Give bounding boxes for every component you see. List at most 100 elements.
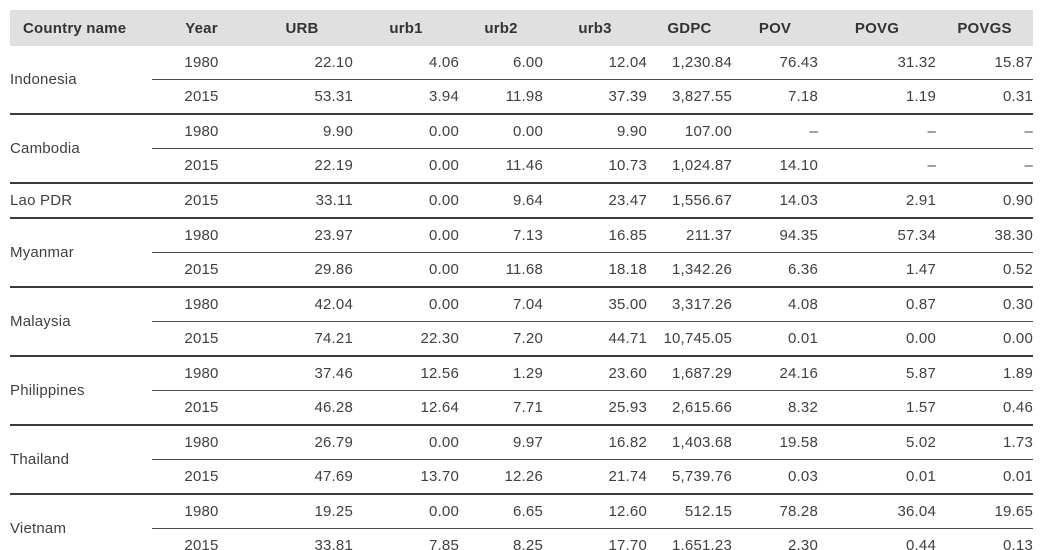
value-cell: 7.71 — [459, 390, 543, 425]
table-body: Indonesia 1980 22.10 4.06 6.00 12.04 1,230.84 7… — [10, 46, 1033, 550]
header-cell: urb3 — [543, 10, 647, 46]
value-cell: 11.68 — [459, 252, 543, 287]
value-cell: 0.13 — [936, 528, 1033, 550]
value-cell: 13.70 — [353, 459, 459, 494]
value-cell: 21.74 — [543, 459, 647, 494]
value-cell: 3,317.26 — [647, 286, 732, 322]
value-cell: 8.25 — [459, 528, 543, 550]
value-cell: 23.97 — [251, 217, 353, 253]
value-cell: 1.73 — [936, 424, 1033, 460]
value-cell: 7.13 — [459, 217, 543, 253]
value-cell: 0.52 — [936, 252, 1033, 287]
country-name-cell: Lao PDR — [10, 182, 152, 218]
value-cell: 25.93 — [543, 390, 647, 425]
value-cell: – — [732, 113, 818, 149]
value-cell: 0.00 — [818, 321, 936, 356]
value-cell: 18.18 — [543, 252, 647, 287]
value-cell: 1,687.29 — [647, 355, 732, 391]
value-cell: 15.87 — [994, 54, 1033, 71]
value-cell: 16.85 — [543, 217, 647, 253]
value-cell: 74.21 — [251, 321, 353, 356]
value-cell: 17.70 — [543, 528, 647, 550]
value-cell: 0.01 — [818, 459, 936, 494]
header-cell: URB — [251, 10, 353, 46]
value-cell: 1,342.26 — [647, 252, 732, 287]
table-row: Thailand 1980 26.79 0.00 9.97 16.82 1,403.68 19… — [10, 424, 1033, 494]
header-row: Country name Year URB urb1 urb2 urb3 GDPC POV PO… — [10, 10, 1033, 46]
year-cell: 1980 — [152, 113, 251, 149]
value-cell: 1,230.84 — [672, 54, 732, 71]
value-cell: 0.00 — [936, 321, 1033, 356]
table-row: 2015 47.69 13.70 12.26 21.74 5,739.76 0.03 0.01… — [10, 459, 1033, 494]
value-cell: 12.04 — [608, 54, 647, 71]
value-cell: 5,739.76 — [647, 459, 732, 494]
value-cell: 53.31 — [251, 79, 353, 114]
value-cell: 46.28 — [251, 390, 353, 425]
table-row: Malaysia 1980 42.04 0.00 7.04 35.00 3,317.26 4.… — [10, 286, 1033, 356]
table-row: Cambodia 1980 9.90 0.00 0.00 9.90 107.00– – – — [10, 113, 1033, 183]
country-name-cell: Vietnam — [10, 493, 152, 550]
value-cell: 19.65 — [936, 493, 1033, 529]
value-cell: 23.60 — [543, 355, 647, 391]
value-cell: 47.69 — [251, 459, 353, 494]
value-cell: 0.87 — [818, 286, 936, 322]
value-cell: 0.00 — [353, 252, 459, 287]
year-cell: 1980 — [152, 286, 251, 322]
value-cell: 5.02 — [818, 424, 936, 460]
value-cell: 6.65 — [459, 493, 543, 529]
value-cell: 0.00 — [353, 424, 459, 460]
country-statistics-table: Country name Year URB urb1 urb2 urb3 GDPC POV PO… — [10, 10, 1033, 550]
table-row: Indonesia 1980 22.10 4.06 6.00 12.04 1,230.84 7… — [10, 46, 1033, 88]
value-cell: 16.82 — [543, 424, 647, 460]
value-cell: 1,024.87 — [647, 148, 732, 183]
header-cell: POVG — [818, 10, 936, 46]
value-cell: 0.44 — [818, 528, 936, 550]
value-cell: 22.10 — [314, 54, 353, 71]
value-cell: 211.37 — [647, 217, 732, 253]
table-row: 2015 22.19 0.00 11.46 10.73 1,024.87 14.10– – — [10, 148, 1033, 183]
value-cell: 44.71 — [543, 321, 647, 356]
header-cell: GDPC — [647, 10, 732, 46]
value-cell: 0.00 — [353, 217, 459, 253]
value-cell: 12.26 — [459, 459, 543, 494]
value-cell: 78.28 — [732, 493, 818, 529]
table-row: 2015 74.21 22.30 7.20 44.71 10,745.05 0.01 0.00… — [10, 321, 1033, 356]
header-cell: POVGS — [936, 10, 1033, 46]
table-row: 2015 29.86 0.00 11.68 18.18 1,342.26 6.36 1.47 0… — [10, 252, 1033, 287]
year-cell: 1980 — [184, 54, 219, 71]
value-cell: 9.64 — [459, 182, 543, 218]
value-cell: – — [818, 113, 936, 149]
value-cell: 10.73 — [543, 148, 647, 183]
value-cell: 2.91 — [818, 182, 936, 218]
value-cell: 2.30 — [732, 528, 818, 550]
value-cell: 1.47 — [818, 252, 936, 287]
table-header: Country name Year URB urb1 urb2 urb3 GDPC POV PO… — [10, 10, 1033, 46]
value-cell: 0.00 — [353, 493, 459, 529]
value-cell: 1.19 — [818, 79, 936, 114]
value-cell: 29.86 — [251, 252, 353, 287]
table-row: Lao PDR 2015 33.11 0.00 9.64 23.47 1,556.67 14.… — [10, 182, 1033, 218]
year-cell: 1980 — [152, 493, 251, 529]
value-cell: 1,403.68 — [647, 424, 732, 460]
value-cell: 8.32 — [732, 390, 818, 425]
value-cell: 11.98 — [459, 79, 543, 114]
value-cell: 19.25 — [251, 493, 353, 529]
value-cell: 19.58 — [732, 424, 818, 460]
table-row: 2015 33.81 7.85 8.25 17.70 1,651.23 2.30 0.44 0.… — [10, 528, 1033, 550]
value-cell: 512.15 — [647, 493, 732, 529]
value-cell: 107.00 — [647, 113, 732, 149]
value-cell: 0.00 — [353, 148, 459, 183]
value-cell: 1,556.67 — [647, 182, 732, 218]
country-name-cell: Thailand — [10, 424, 152, 494]
value-cell: 7.85 — [353, 528, 459, 550]
country-name-cell: Indonesia — [10, 71, 77, 88]
country-name-cell: Myanmar — [10, 217, 152, 287]
value-cell: 11.46 — [459, 148, 543, 183]
value-cell: 1.89 — [936, 355, 1033, 391]
value-cell: 94.35 — [732, 217, 818, 253]
header-cell: urb2 — [459, 10, 543, 46]
value-cell: 57.34 — [818, 217, 936, 253]
country-statistics-table-container: Country name Year URB urb1 urb2 urb3 GDPC POV PO… — [10, 10, 1043, 550]
value-cell: 1.29 — [459, 355, 543, 391]
value-cell: 14.03 — [732, 182, 818, 218]
